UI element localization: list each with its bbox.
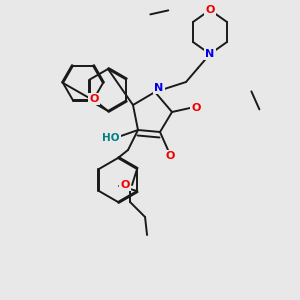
Text: O: O [205,5,215,15]
Text: HO: HO [102,133,120,143]
Text: O: O [120,180,130,190]
Text: O: O [89,94,99,104]
Text: N: N [206,49,214,59]
Text: O: O [165,151,175,161]
Text: O: O [191,103,201,113]
Text: N: N [154,83,164,93]
